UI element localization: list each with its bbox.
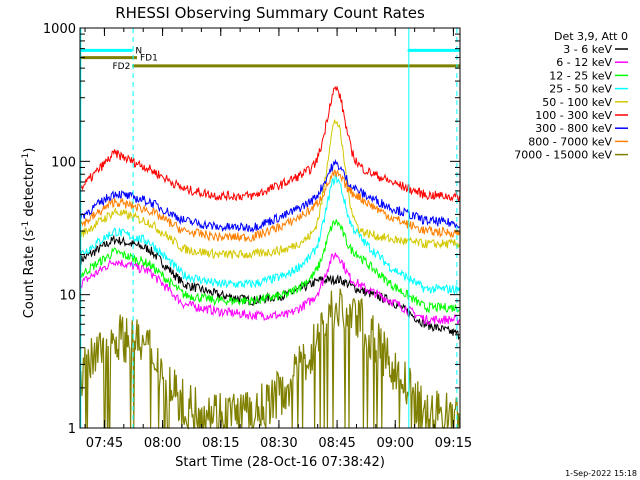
series-line-3: [80, 219, 460, 314]
legend-label-6: 100 - 300 keV: [535, 109, 612, 122]
x-tick-label-3: 08:15: [202, 436, 239, 451]
x-tick-label-1: 07:45: [86, 436, 123, 451]
legend-label-2: 6 - 12 keV: [556, 56, 612, 69]
x-tick-label-7: 09:15: [435, 436, 472, 451]
chart-title: RHESSI Observing Summary Count Rates: [115, 4, 425, 22]
series-layer: [80, 86, 460, 431]
x-tick-label-6: 09:00: [377, 436, 414, 451]
footer-date: 1-Sep-2022 15:18: [565, 469, 637, 478]
flag-label-4: FD2: [113, 62, 131, 72]
legend-header: Det 3,9, Att 0: [554, 30, 628, 43]
x-tick-label-5: 08:45: [318, 436, 355, 451]
legend-label-9: 7000 - 15000 keV: [514, 149, 612, 162]
legend-label-8: 800 - 7000 keV: [528, 135, 612, 148]
series-line-2: [80, 252, 460, 326]
series-line-1: [80, 234, 460, 341]
series-line-9: [80, 288, 460, 431]
x-tick-label-2: 08:00: [144, 436, 181, 451]
legend-label-3: 12 - 25 keV: [549, 69, 612, 82]
flag-label-1: N: [135, 46, 142, 56]
legend-label-1: 3 - 6 keV: [563, 43, 612, 56]
flag-label-3: FD1: [140, 54, 158, 64]
svg-text:Count Rate (s-1 detector-1): Count Rate (s-1 detector-1): [21, 148, 37, 319]
series-line-4: [80, 173, 460, 295]
y-axis-label: Count Rate (s-1 detector-1): [21, 148, 37, 319]
y-tick-label-3: 100: [51, 155, 76, 170]
vline-layer: [80, 28, 458, 428]
legend-label-7: 300 - 800 keV: [535, 122, 612, 135]
axes: 07:45 08:00 08:15 08:30 08:45 09:00 09:15 1 10 10…: [43, 22, 472, 451]
y-tick-label-2: 10: [59, 289, 76, 304]
series-line-6: [80, 86, 460, 202]
y-tick-label-1: 1: [68, 422, 76, 437]
x-tick-label-4: 08:30: [260, 436, 297, 451]
plot-frame: [79, 27, 461, 429]
series-line-8: [80, 168, 460, 243]
legend-label-4: 25 - 50 keV: [549, 83, 612, 96]
legend-label-5: 50 - 100 keV: [542, 96, 612, 109]
x-axis-label: Start Time (28-Oct-16 07:38:42): [175, 455, 385, 470]
series-line-5: [80, 119, 460, 260]
y-tick-label-4: 1000: [43, 22, 76, 37]
series-line-7: [80, 158, 460, 234]
